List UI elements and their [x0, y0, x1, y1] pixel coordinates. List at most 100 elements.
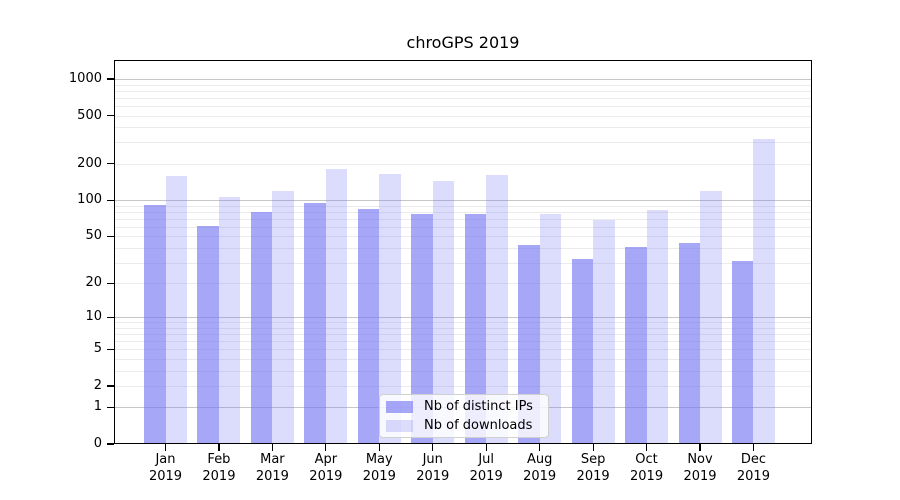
- plot-area: [114, 60, 812, 444]
- y-axis-label: 10: [85, 309, 102, 325]
- gridline-minor: [114, 370, 812, 372]
- bar-oct-downloads: [646, 209, 669, 444]
- x-axis-label: Nov 2019: [683, 452, 717, 484]
- y-axis-label: 100: [77, 192, 102, 208]
- gridline-minor: [114, 341, 812, 343]
- chart-title: chroGPS 2019: [406, 33, 520, 52]
- x-axis-label: Mar 2019: [255, 452, 289, 484]
- y-axis-label: 2: [93, 377, 102, 393]
- gridline-minor: [114, 127, 812, 129]
- bar-jan-distinct-ips: [144, 204, 166, 444]
- x-axis-tick: [752, 444, 755, 451]
- y-axis-label: 5: [93, 341, 102, 357]
- bar-may-distinct-ips: [357, 208, 380, 444]
- bar-dec-downloads: [753, 139, 775, 444]
- y-axis-label: 0: [93, 436, 102, 451]
- gridline-minor: [114, 90, 812, 92]
- gridline-minor: [114, 84, 812, 86]
- bar-sep-downloads: [593, 220, 615, 444]
- gridline-major: [114, 78, 812, 80]
- legend-label-downloads: Nb of downloads: [424, 418, 533, 433]
- gridline-minor: [114, 205, 812, 207]
- gridline-major: [114, 317, 812, 319]
- bar-jun-downloads: [432, 180, 455, 444]
- x-axis-tick: [432, 444, 434, 451]
- x-axis-label: Oct 2019: [630, 452, 664, 484]
- bar-feb-downloads: [218, 196, 241, 444]
- bar-jul-downloads: [486, 174, 508, 444]
- bar-oct-distinct-ips: [625, 246, 647, 444]
- y-axis-label: 1: [93, 399, 102, 415]
- gridline-minor: [114, 283, 812, 285]
- legend-swatch-distinct-ips: [386, 400, 413, 413]
- gridline-minor: [114, 163, 812, 165]
- x-axis-label: May 2019: [362, 452, 396, 484]
- x-axis-tick: [485, 444, 487, 451]
- gridline-minor: [114, 262, 812, 264]
- gridline-minor: [114, 358, 812, 360]
- x-axis-label: Apr 2019: [309, 452, 343, 484]
- y-axis-label: 50: [85, 228, 102, 244]
- bar-jun-distinct-ips: [411, 213, 433, 444]
- bar-apr-downloads: [325, 169, 348, 444]
- legend-item-distinct-ips: Nb of distinct IPs: [386, 399, 548, 414]
- gridline-minor: [114, 322, 812, 324]
- gridline-minor: [114, 218, 812, 220]
- y-axis-tick: [107, 316, 114, 318]
- x-axis-tick: [645, 444, 648, 451]
- gridline-minor: [114, 334, 812, 336]
- gridline-minor: [114, 385, 812, 387]
- bar-jul-distinct-ips: [464, 213, 487, 444]
- bar-apr-distinct-ips: [304, 203, 326, 444]
- bar-aug-downloads: [539, 214, 562, 444]
- legend-label-distinct-ips: Nb of distinct IPs: [424, 399, 533, 414]
- legend-item-downloads: Nb of downloads: [386, 418, 548, 433]
- gridline-minor: [114, 226, 812, 228]
- y-axis-tick: [107, 443, 114, 445]
- x-axis-label: Aug 2019: [523, 452, 557, 484]
- y-axis-tick: [107, 348, 114, 350]
- x-axis-tick: [539, 444, 541, 451]
- gridline-minor: [114, 211, 812, 213]
- gridline-minor: [114, 105, 812, 107]
- x-axis-tick: [592, 444, 594, 451]
- bar-feb-distinct-ips: [197, 225, 219, 444]
- gridline-major: [114, 200, 812, 202]
- x-axis-label: Sep 2019: [576, 452, 610, 484]
- x-axis-tick: [378, 444, 380, 451]
- bar-dec-distinct-ips: [731, 260, 754, 444]
- x-axis-tick: [271, 444, 273, 451]
- x-axis-tick: [325, 444, 327, 451]
- x-axis-label: Jul 2019: [469, 452, 503, 484]
- bar-nov-distinct-ips: [678, 242, 700, 444]
- x-axis-tick: [699, 444, 701, 451]
- y-axis-tick: [107, 163, 114, 165]
- y-axis-tick: [107, 114, 114, 117]
- gridline-minor: [114, 349, 812, 351]
- gridline-minor: [114, 327, 812, 329]
- y-axis-label: 500: [77, 107, 102, 123]
- y-axis-tick: [107, 385, 114, 387]
- bar-mar-distinct-ips: [250, 211, 273, 444]
- legend-swatch-downloads: [386, 419, 413, 432]
- bar-jan-downloads: [165, 175, 187, 444]
- y-axis-label: 20: [85, 275, 102, 291]
- bar-may-downloads: [379, 173, 401, 444]
- y-axis-tick: [107, 406, 114, 408]
- y-axis-tick: [107, 199, 114, 201]
- x-axis-label: Jun 2019: [416, 452, 450, 484]
- x-axis-tick: [218, 444, 220, 451]
- x-axis-label: Jan 2019: [148, 452, 183, 484]
- x-axis-tick: [164, 444, 167, 451]
- gridline-minor: [114, 97, 812, 99]
- y-axis-tick: [107, 282, 114, 284]
- gridline-minor: [114, 115, 812, 117]
- bar-nov-downloads: [700, 190, 722, 444]
- x-axis-label: Feb 2019: [202, 452, 236, 484]
- gridline-minor: [114, 247, 812, 249]
- x-axis-label: Dec 2019: [736, 452, 770, 484]
- gridline-minor: [114, 236, 812, 238]
- y-axis-label: 1000: [68, 70, 102, 86]
- y-axis-tick: [107, 235, 114, 237]
